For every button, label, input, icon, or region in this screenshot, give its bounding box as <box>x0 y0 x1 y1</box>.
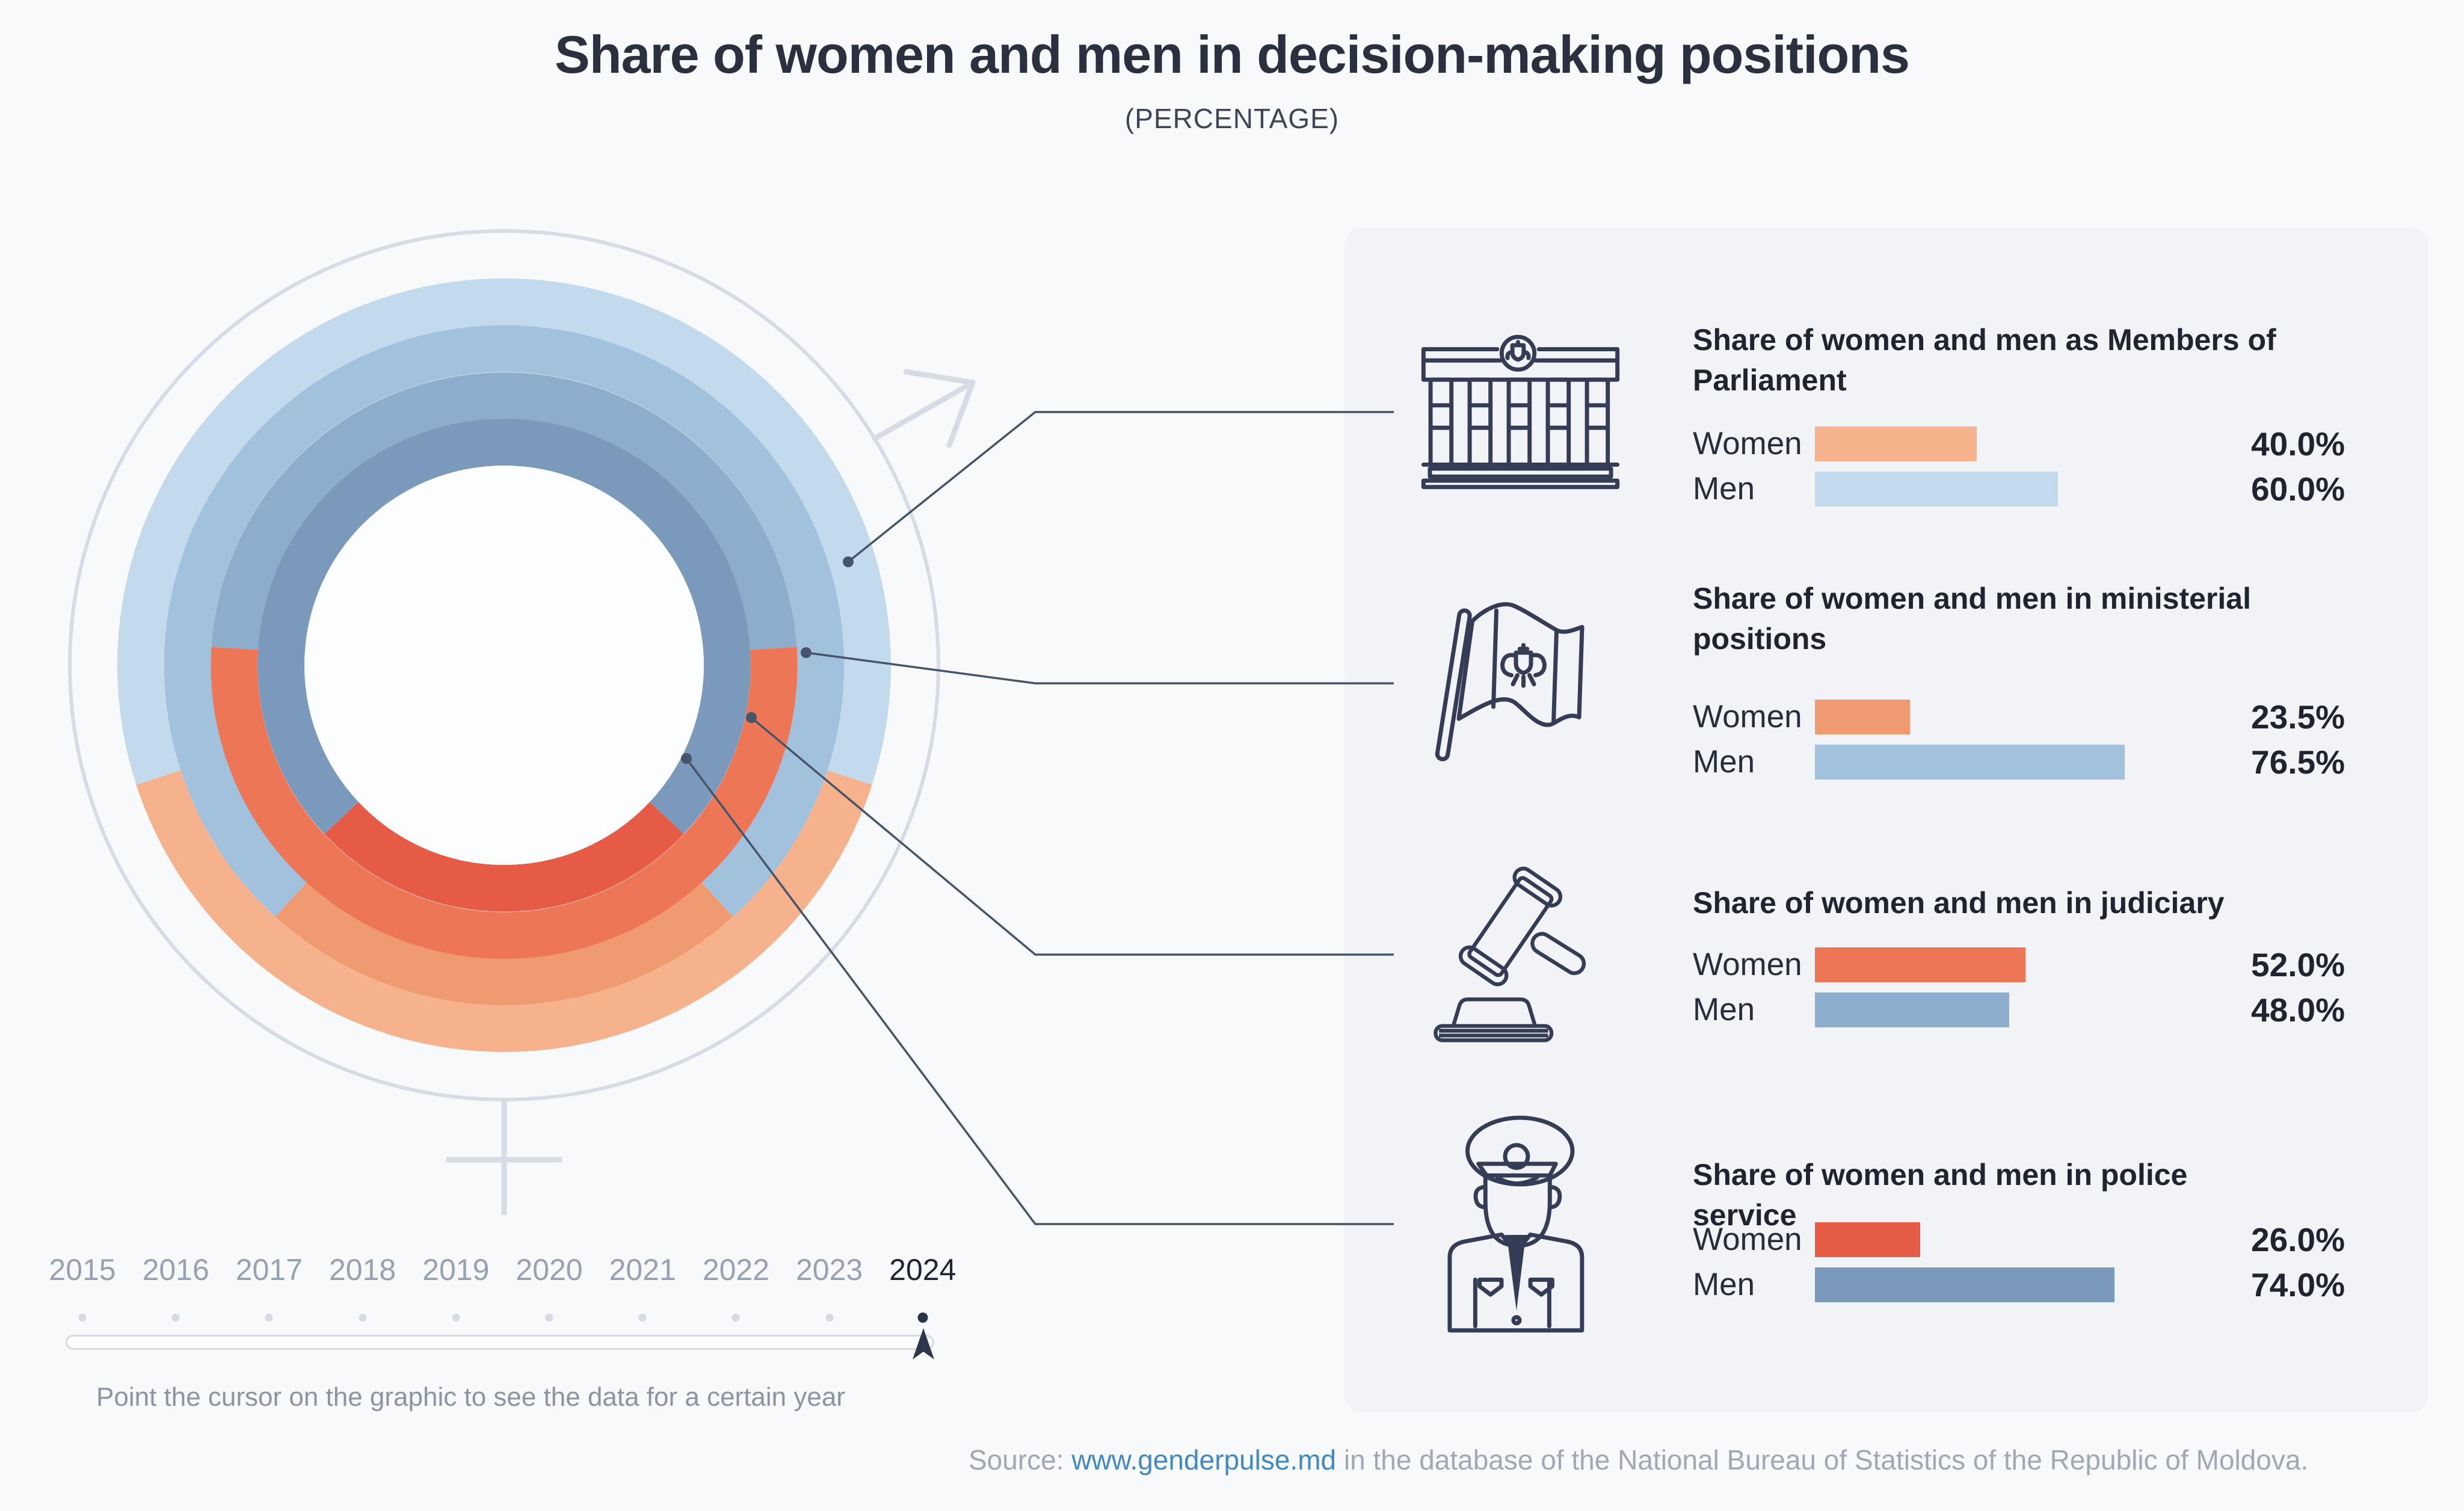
women-bar <box>1815 426 1977 461</box>
men-row: Men 60.0% <box>0 472 2464 506</box>
year-2021[interactable]: 2021 <box>609 1253 676 1287</box>
timeline-cursor[interactable] <box>911 1327 935 1364</box>
women-label: Women <box>1693 426 1802 461</box>
women-label: Women <box>1693 699 1802 734</box>
year-2024[interactable]: 2024 <box>889 1253 956 1287</box>
timeline-dot-2016[interactable] <box>171 1314 180 1322</box>
timeline-dot-2015[interactable] <box>78 1314 87 1322</box>
timeline-dot-2023[interactable] <box>825 1314 834 1322</box>
men-value: 48.0% <box>2251 991 2345 1029</box>
men-label: Men <box>1693 992 1755 1027</box>
year-2022[interactable]: 2022 <box>702 1253 770 1287</box>
men-bar <box>1815 745 2125 780</box>
moldova-flag-icon <box>1435 602 1585 762</box>
women-label: Women <box>1693 1222 1802 1257</box>
page-subtitle: (PERCENTAGE) <box>1124 103 1340 134</box>
details-panel <box>1344 227 2428 1412</box>
ring-ministerial-men[interactable] <box>164 325 845 917</box>
men-value: 76.5% <box>2251 743 2345 781</box>
women-row: Women 26.0% <box>0 1222 2464 1257</box>
parliament-building-icon <box>1421 334 1620 490</box>
women-row: Women 52.0% <box>0 947 2464 982</box>
men-value: 74.0% <box>2251 1266 2345 1303</box>
women-row: Women 23.5% <box>0 700 2464 734</box>
connector-parliament <box>847 411 1394 563</box>
timeline-track[interactable] <box>66 1335 934 1350</box>
connector-dot-parliament <box>843 556 854 567</box>
year-labels: 2015 2016 2017 2018 2019 2020 2021 2022 2023 2024 <box>0 1252 1023 1288</box>
year-2019[interactable]: 2019 <box>422 1253 490 1287</box>
gavel-icon <box>1434 866 1586 1042</box>
year-2017[interactable]: 2017 <box>235 1253 303 1287</box>
timeline-dot-2019[interactable] <box>452 1314 460 1322</box>
year-2016[interactable]: 2016 <box>142 1253 209 1287</box>
year-2020[interactable]: 2020 <box>516 1253 583 1287</box>
venus-cross-icon <box>446 1100 562 1215</box>
women-value: 26.0% <box>2251 1221 2345 1258</box>
year-dots <box>0 1313 1023 1327</box>
ring-police-women[interactable] <box>324 802 684 912</box>
connector-dot-police <box>681 753 692 764</box>
women-bar <box>1815 1222 1920 1257</box>
men-row: Men 76.5% <box>0 745 2464 780</box>
ring-ministerial-women[interactable] <box>275 882 733 1006</box>
connector-ministerial <box>805 651 1394 685</box>
timeline-dot-2018[interactable] <box>359 1314 367 1322</box>
women-label: Women <box>1693 947 1802 982</box>
year-2015[interactable]: 2015 <box>49 1253 116 1287</box>
ring-police-men[interactable] <box>257 419 751 834</box>
women-bar <box>1815 947 2025 982</box>
source-line: Source: www.genderpulse.md in the databa… <box>969 1444 2308 1476</box>
men-row: Men 48.0% <box>0 992 2464 1027</box>
timeline-dot-2020[interactable] <box>545 1314 553 1322</box>
police-officer-icon <box>1447 1115 1585 1333</box>
mars-arrow-icon <box>872 369 976 448</box>
connector-police <box>685 757 1394 1225</box>
source-suffix: in the database of the National Bureau o… <box>1336 1444 2309 1476</box>
women-value: 23.5% <box>2251 698 2345 736</box>
women-bar <box>1815 700 1910 734</box>
connector-dot-ministerial <box>801 647 812 658</box>
women-row: Women 40.0% <box>0 426 2464 461</box>
timeline-dot-2022[interactable] <box>732 1314 740 1322</box>
timeline-dot-2017[interactable] <box>265 1314 273 1322</box>
men-row: Men 74.0% <box>0 1267 2464 1302</box>
year-2018[interactable]: 2018 <box>328 1253 396 1287</box>
timeline-dot-2024[interactable] <box>917 1313 928 1323</box>
women-value: 52.0% <box>2251 946 2345 983</box>
timeline-dot-2021[interactable] <box>638 1314 647 1322</box>
men-label: Men <box>1693 471 1755 506</box>
category-title: Share of women and men in ministerial po… <box>1693 582 2251 656</box>
ring-judiciary-women[interactable] <box>211 647 798 959</box>
women-value: 40.0% <box>2251 425 2345 463</box>
men-value: 60.0% <box>2251 470 2345 508</box>
category-title: Share of women and men as Members of Par… <box>1693 323 2276 397</box>
category-title: Share of women and men in police service <box>1693 1158 2188 1232</box>
category-title: Share of women and men in judiciary <box>1693 886 2225 920</box>
ring-judiciary-men[interactable] <box>211 372 797 650</box>
donut-hole <box>304 466 704 865</box>
source-prefix: Source: <box>969 1444 1072 1476</box>
connector-judiciary <box>750 716 1394 956</box>
ring-parliament-women[interactable] <box>136 770 872 1052</box>
page-title: Share of women and men in decision-makin… <box>555 25 1910 84</box>
men-bar <box>1815 1267 2114 1302</box>
men-label: Men <box>1693 744 1755 780</box>
year-2023[interactable]: 2023 <box>795 1253 863 1287</box>
men-bar <box>1815 472 2058 506</box>
men-label: Men <box>1693 1267 1755 1302</box>
hover-hint: Point the cursor on the graphic to see t… <box>96 1382 845 1412</box>
men-bar <box>1815 992 2009 1027</box>
connector-dot-judiciary <box>746 712 757 723</box>
source-link[interactable]: www.genderpulse.md <box>1071 1444 1337 1476</box>
